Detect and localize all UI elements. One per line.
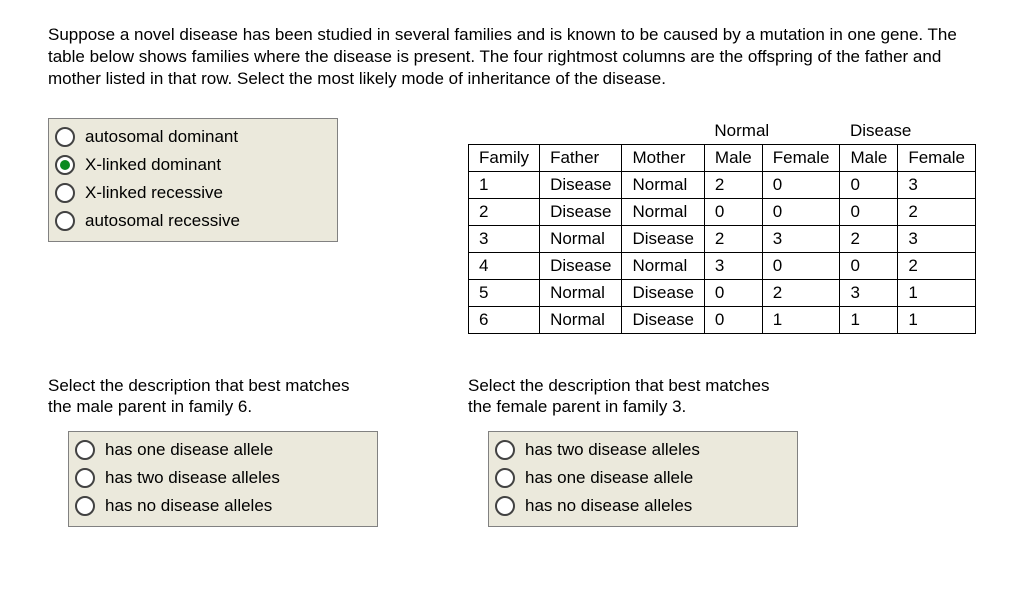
- super-header-normal: Normal: [704, 118, 840, 145]
- option-one-allele[interactable]: has one disease allele: [495, 468, 781, 488]
- sub-question-female-parent-family3: Select the description that best matches…: [468, 376, 798, 527]
- radio-icon: [495, 496, 515, 516]
- option-label: has one disease allele: [525, 468, 693, 488]
- col-disease-female: Female: [898, 145, 976, 172]
- radio-icon: [495, 468, 515, 488]
- sub-q2-line1: Select the description that best matches: [468, 376, 798, 396]
- option-two-alleles[interactable]: has two disease alleles: [495, 440, 781, 460]
- option-x-linked-dominant[interactable]: X-linked dominant: [55, 155, 321, 175]
- radio-icon: [55, 155, 75, 175]
- option-two-alleles[interactable]: has two disease alleles: [75, 468, 361, 488]
- option-autosomal-recessive[interactable]: autosomal recessive: [55, 211, 321, 231]
- option-label: autosomal recessive: [85, 211, 240, 231]
- radio-icon: [55, 127, 75, 147]
- option-label: has no disease alleles: [525, 496, 692, 516]
- sub-q1-line1: Select the description that best matches: [48, 376, 378, 396]
- question-text: Suppose a novel disease has been studied…: [48, 24, 976, 90]
- option-label: X-linked dominant: [85, 155, 221, 175]
- table-header-row: Family Father Mother Male Female Male Fe…: [469, 145, 976, 172]
- col-disease-male: Male: [840, 145, 898, 172]
- radio-icon: [75, 496, 95, 516]
- col-normal-female: Female: [762, 145, 840, 172]
- option-autosomal-dominant[interactable]: autosomal dominant: [55, 127, 321, 147]
- mode-of-inheritance-options: autosomal dominant X-linked dominant X-l…: [48, 118, 338, 242]
- radio-icon: [55, 211, 75, 231]
- sub-q2-line2: the female parent in family 3.: [468, 397, 798, 417]
- col-mother: Mother: [622, 145, 704, 172]
- radio-icon: [75, 440, 95, 460]
- option-no-alleles[interactable]: has no disease alleles: [495, 496, 781, 516]
- option-label: has two disease alleles: [105, 468, 280, 488]
- table-row: 3NormalDisease2323: [469, 226, 976, 253]
- table-row: 1DiseaseNormal2003: [469, 172, 976, 199]
- radio-icon: [75, 468, 95, 488]
- option-no-alleles[interactable]: has no disease alleles: [75, 496, 361, 516]
- option-label: has two disease alleles: [525, 440, 700, 460]
- radio-icon: [495, 440, 515, 460]
- super-header-disease: Disease: [840, 118, 976, 145]
- table-row: 4DiseaseNormal3002: [469, 253, 976, 280]
- sub-question-male-parent-family6: Select the description that best matches…: [48, 376, 378, 527]
- sub-q1-line2: the male parent in family 6.: [48, 397, 378, 417]
- col-family: Family: [469, 145, 540, 172]
- table-row: 5NormalDisease0231: [469, 280, 976, 307]
- option-x-linked-recessive[interactable]: X-linked recessive: [55, 183, 321, 203]
- col-father: Father: [540, 145, 622, 172]
- option-label: has no disease alleles: [105, 496, 272, 516]
- option-one-allele[interactable]: has one disease allele: [75, 440, 361, 460]
- col-normal-male: Male: [704, 145, 762, 172]
- option-label: autosomal dominant: [85, 127, 238, 147]
- table-row: 6NormalDisease0111: [469, 307, 976, 334]
- radio-icon: [55, 183, 75, 203]
- option-label: X-linked recessive: [85, 183, 223, 203]
- option-label: has one disease allele: [105, 440, 273, 460]
- families-table: Normal Disease Family Father Mother Male…: [468, 118, 976, 334]
- table-row: 2DiseaseNormal0002: [469, 199, 976, 226]
